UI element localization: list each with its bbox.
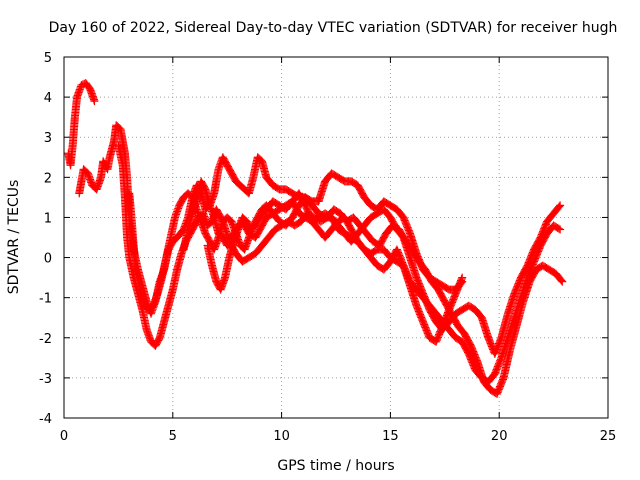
- data-point: [556, 201, 565, 210]
- y-axis-label: SDTVAR / TECUs: [6, 180, 22, 295]
- axis-ticks: [63, 56, 609, 419]
- x-axis-label: GPS time / hours: [277, 458, 394, 474]
- data-point: [554, 224, 563, 233]
- y-tick-label: 5: [44, 51, 52, 66]
- chart-title: Day 160 of 2022, Sidereal Day-to-day VTE…: [49, 20, 618, 36]
- y-tick-label: 1: [44, 211, 52, 226]
- y-tick-label: 0: [44, 252, 52, 267]
- y-tick-label: 2: [44, 171, 52, 186]
- series-arc-f: [203, 189, 467, 346]
- x-tick-label: 0: [60, 429, 68, 444]
- x-tick-label: 25: [600, 429, 617, 444]
- x-tick-label: 10: [273, 429, 290, 444]
- y-tick-label: 3: [44, 131, 52, 146]
- series-arc-a: [64, 79, 99, 170]
- data-point: [557, 276, 566, 285]
- plot-frame: [63, 56, 609, 419]
- x-tick-label: 15: [382, 429, 399, 444]
- y-tick-label: -3: [39, 372, 52, 387]
- y-tick-label: -1: [39, 292, 52, 307]
- x-tick-label: 5: [169, 429, 177, 444]
- data-point: [555, 202, 564, 211]
- data-point: [90, 97, 99, 106]
- grid-lines: [64, 57, 608, 418]
- data-point: [556, 225, 565, 234]
- y-tick-label: -4: [39, 412, 52, 427]
- y-tick-label: 4: [44, 91, 52, 106]
- series-arc-e: [179, 153, 467, 294]
- x-tick-labels: 0 5 10 15 20 25: [60, 429, 616, 444]
- data-markers: [64, 79, 567, 398]
- data-point: [558, 277, 567, 286]
- x-tick-label: 20: [491, 429, 508, 444]
- y-tick-labels: -4 -3 -2 -1 0 1 2 3 4 5: [39, 51, 52, 427]
- y-tick-label: -2: [39, 332, 52, 347]
- data-point: [458, 273, 467, 282]
